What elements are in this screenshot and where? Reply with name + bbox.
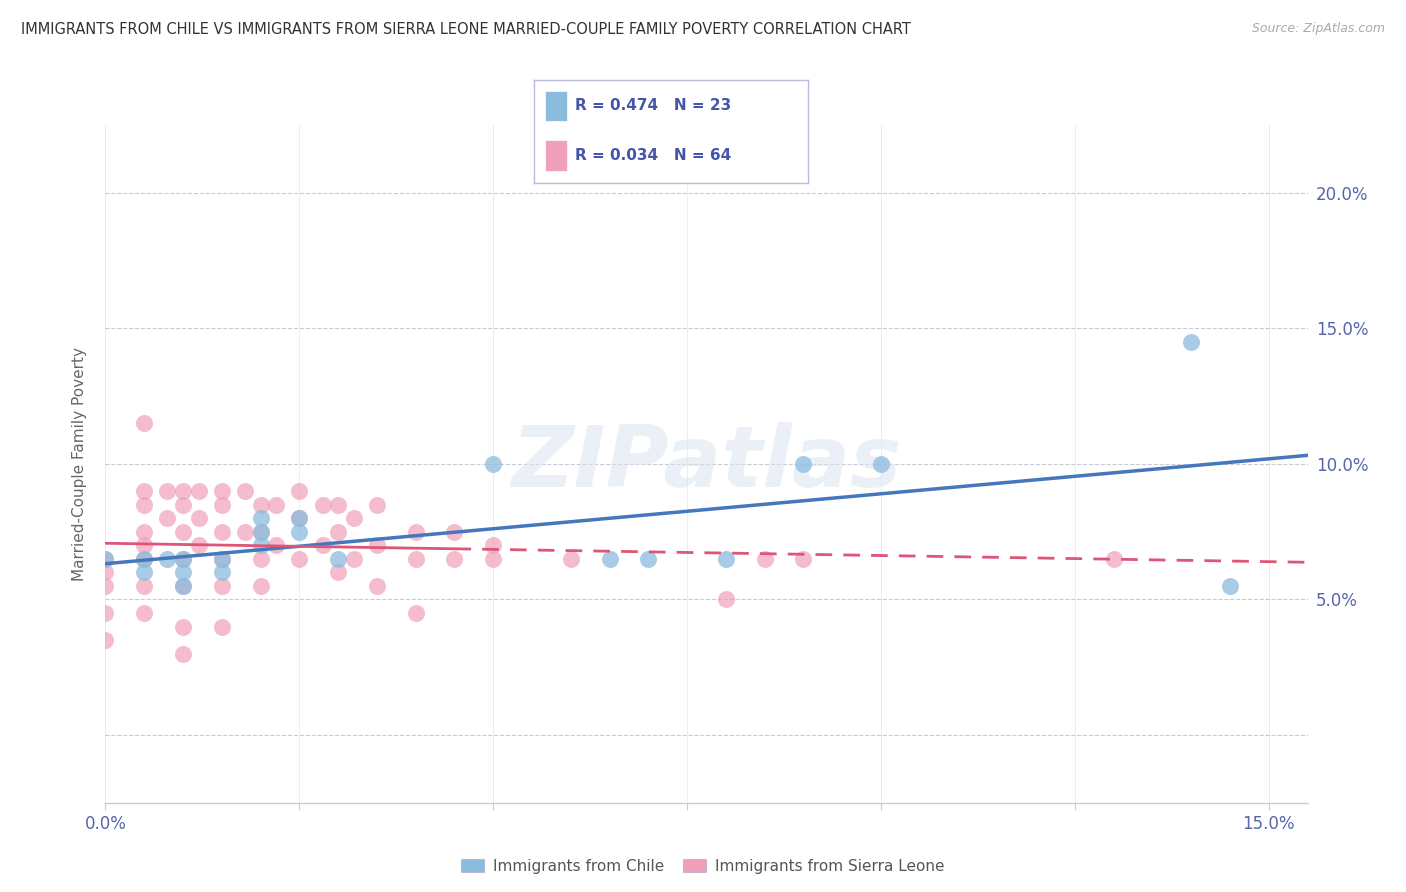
Point: [156, 511, 179, 525]
Point: [156, 483, 179, 498]
Point: [134, 538, 156, 552]
Point: [172, 647, 194, 661]
Point: [134, 579, 156, 593]
Point: [172, 551, 194, 566]
Point: [560, 551, 582, 566]
Point: [172, 579, 194, 593]
Point: [482, 457, 505, 471]
Point: [405, 524, 427, 539]
Point: [249, 538, 271, 552]
Text: Source: ZipAtlas.com: Source: ZipAtlas.com: [1251, 22, 1385, 36]
Point: [211, 566, 233, 580]
Point: [870, 457, 893, 471]
Point: [94, 551, 117, 566]
Point: [187, 511, 209, 525]
Bar: [546, 140, 567, 170]
Point: [326, 524, 349, 539]
Point: [94, 566, 117, 580]
Point: [134, 416, 156, 430]
Point: [249, 524, 271, 539]
Point: [134, 524, 156, 539]
Point: [172, 566, 194, 580]
Point: [134, 483, 156, 498]
Point: [134, 551, 156, 566]
Point: [211, 524, 233, 539]
Point: [326, 566, 349, 580]
Point: [482, 538, 505, 552]
Point: [249, 579, 271, 593]
Text: R = 0.034   N = 64: R = 0.034 N = 64: [575, 148, 731, 162]
Point: [288, 524, 311, 539]
Point: [134, 551, 156, 566]
Point: [134, 498, 156, 512]
Point: [211, 483, 233, 498]
Point: [792, 457, 814, 471]
Point: [443, 551, 465, 566]
Point: [714, 551, 737, 566]
Point: [288, 483, 311, 498]
Point: [405, 606, 427, 620]
Point: [94, 606, 117, 620]
Point: [233, 524, 256, 539]
Point: [1219, 579, 1241, 593]
Point: [187, 538, 209, 552]
Point: [249, 511, 271, 525]
Point: [637, 551, 659, 566]
Legend: Immigrants from Chile, Immigrants from Sierra Leone: Immigrants from Chile, Immigrants from S…: [456, 853, 950, 880]
Point: [288, 551, 311, 566]
Point: [211, 498, 233, 512]
Point: [754, 551, 776, 566]
Bar: [546, 91, 567, 121]
Point: [94, 633, 117, 648]
Y-axis label: Married-Couple Family Poverty: Married-Couple Family Poverty: [72, 347, 87, 581]
Point: [288, 511, 311, 525]
Point: [366, 538, 388, 552]
Point: [172, 551, 194, 566]
Point: [94, 551, 117, 566]
Point: [249, 498, 271, 512]
Point: [792, 551, 814, 566]
Point: [343, 511, 366, 525]
Point: [172, 619, 194, 633]
Point: [187, 483, 209, 498]
Point: [288, 511, 311, 525]
Point: [134, 606, 156, 620]
Text: R = 0.474   N = 23: R = 0.474 N = 23: [575, 98, 731, 113]
Point: [249, 524, 271, 539]
Point: [343, 551, 366, 566]
Point: [311, 538, 333, 552]
Point: [211, 551, 233, 566]
Point: [172, 524, 194, 539]
Point: [1102, 551, 1125, 566]
Point: [714, 592, 737, 607]
Point: [264, 498, 287, 512]
Text: IMMIGRANTS FROM CHILE VS IMMIGRANTS FROM SIERRA LEONE MARRIED-COUPLE FAMILY POVE: IMMIGRANTS FROM CHILE VS IMMIGRANTS FROM…: [21, 22, 911, 37]
Point: [211, 619, 233, 633]
Point: [264, 538, 287, 552]
Point: [366, 579, 388, 593]
Point: [326, 551, 349, 566]
Point: [405, 551, 427, 566]
Point: [326, 498, 349, 512]
Point: [443, 524, 465, 539]
Point: [211, 551, 233, 566]
Point: [172, 483, 194, 498]
Point: [134, 566, 156, 580]
Point: [599, 551, 621, 566]
Point: [249, 551, 271, 566]
Point: [482, 551, 505, 566]
Point: [366, 498, 388, 512]
Point: [156, 551, 179, 566]
Point: [311, 498, 333, 512]
Point: [172, 498, 194, 512]
Point: [94, 579, 117, 593]
Point: [211, 579, 233, 593]
Point: [233, 483, 256, 498]
Point: [172, 579, 194, 593]
Point: [1180, 334, 1202, 349]
Text: ZIPatlas: ZIPatlas: [512, 422, 901, 506]
